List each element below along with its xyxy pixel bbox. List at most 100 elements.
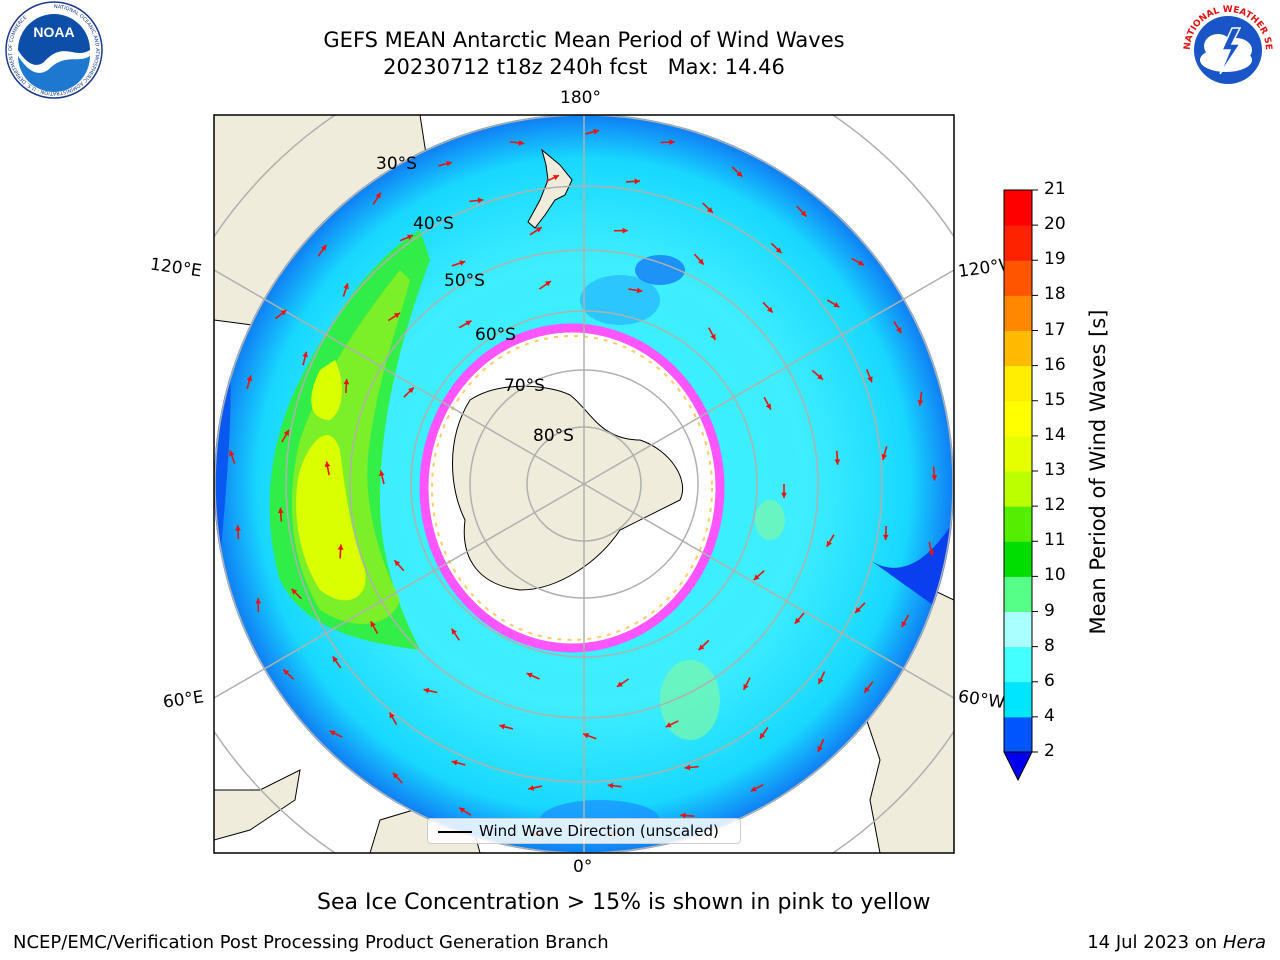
wind-arrow-head xyxy=(343,378,350,385)
wind-arrow-head xyxy=(228,450,235,457)
wind-arrow-head xyxy=(710,333,716,340)
wind-arrow-head xyxy=(477,197,484,204)
wind-arrow-head xyxy=(277,507,284,514)
wind-arrow-head xyxy=(684,764,691,771)
colorbar-tick-label: 6 xyxy=(1044,670,1055,691)
wind-arrow-head xyxy=(465,320,472,326)
colorbar-bin xyxy=(1004,646,1032,683)
colorbar-tick-label: 14 xyxy=(1044,424,1066,445)
wind-arrow-head xyxy=(446,160,452,167)
colorbar-bin xyxy=(1004,681,1032,718)
footer-machine: Hera xyxy=(1222,932,1266,953)
wind-arrow-head xyxy=(622,227,628,234)
wind-arrow-head xyxy=(634,178,640,185)
wind-arrow-head xyxy=(499,723,506,730)
colorbar-tick-label: 11 xyxy=(1044,530,1066,551)
svg-text:NOAA: NOAA xyxy=(33,24,74,40)
wind-arrow-head xyxy=(337,544,344,550)
footer-date-text: 14 Jul 2023 on xyxy=(1087,932,1223,953)
wind-arrow-head xyxy=(864,686,870,693)
wind-arrow-head xyxy=(607,782,614,789)
wind-arrow-head xyxy=(817,373,823,380)
colorbar-tick-label: 16 xyxy=(1044,354,1066,375)
wind-arrow-head xyxy=(698,644,705,651)
colorbar-tick-label: 10 xyxy=(1044,565,1066,586)
wind-arrow-head xyxy=(553,174,560,181)
colorbar-tick-label: 2 xyxy=(1044,741,1055,761)
lon-label-180: 180° xyxy=(560,88,601,108)
map-frame xyxy=(213,114,955,854)
legend-line-icon xyxy=(438,831,472,833)
colorbar-bin xyxy=(1004,716,1032,753)
lon-label-0: 0° xyxy=(573,857,593,877)
wind-arrow-head xyxy=(698,258,704,265)
colorbar-bin xyxy=(1004,400,1032,437)
noaa-logo: NOAA NATIONAL OCEANIC AND ATMOSPHERIC AD… xyxy=(5,1,103,99)
wind-arrow-head xyxy=(826,540,832,547)
wind-arrow-head xyxy=(291,588,298,595)
wind-arrow-head xyxy=(616,681,623,687)
wind-arrow-head xyxy=(917,400,924,406)
colorbar-bin xyxy=(1004,190,1032,226)
lat-label-60s: 60°S xyxy=(475,325,516,345)
colorbar-bin xyxy=(1004,225,1032,261)
wind-arrow-head xyxy=(394,560,401,567)
wind-arrow-head xyxy=(743,683,749,690)
colorbar-tick-label: 12 xyxy=(1044,495,1066,516)
wind-arrow-head xyxy=(817,745,823,752)
wind-arrow-head xyxy=(583,732,590,739)
wind-arrow-head xyxy=(255,598,262,604)
colorbar-tick-label: 4 xyxy=(1044,705,1055,726)
wind-arrow-head xyxy=(535,227,542,233)
colorbar-bin xyxy=(1004,435,1032,472)
wind-arrow-head xyxy=(896,327,902,334)
wind-arrow-head xyxy=(881,454,888,460)
colorbar-tick-label: 21 xyxy=(1044,179,1066,199)
wind-arrow-head xyxy=(324,461,331,468)
wind-arrow-head xyxy=(707,207,713,213)
wind-arrow-head xyxy=(858,260,865,266)
wind-arrow-head xyxy=(451,759,458,766)
wind-arrow-head xyxy=(302,351,308,358)
wind-arrow-head xyxy=(882,534,889,541)
colorbar-bin xyxy=(1004,541,1032,577)
wind-arrow-head xyxy=(545,281,551,287)
wind-arrow-head xyxy=(528,785,535,791)
wind-arrow-head xyxy=(931,474,938,481)
lat-label-40s: 40°S xyxy=(413,214,454,234)
footer-date: 14 Jul 2023 on Hera xyxy=(1087,932,1266,953)
lat-label-80s: 80°S xyxy=(533,426,574,446)
wind-arrow-head xyxy=(235,525,241,531)
wind-arrow-head xyxy=(343,283,349,290)
wind-arrow-head xyxy=(833,302,840,308)
colorbar-bin xyxy=(1004,365,1032,402)
colorbar-bin xyxy=(1004,330,1032,367)
wind-arrow-head xyxy=(280,309,287,316)
wind-arrow-head xyxy=(867,376,873,383)
lat-label-30s: 30°S xyxy=(376,154,417,174)
colorbar-bin xyxy=(1004,295,1032,331)
colorbar-bin xyxy=(1004,471,1032,507)
wind-arrow-head xyxy=(765,403,771,410)
colorbar-bin xyxy=(1004,576,1032,612)
wind-arrow-head xyxy=(283,429,289,436)
wind-arrow-head xyxy=(392,772,399,779)
colorbar-bin xyxy=(1004,506,1032,542)
legend-label: Wind Wave Direction (unscaled) xyxy=(479,822,719,840)
wind-arrow-head xyxy=(459,260,466,266)
wind-arrow-head xyxy=(526,672,533,679)
wind-arrow-head xyxy=(370,621,376,628)
antarctica-land xyxy=(452,385,684,591)
wind-arrow-head xyxy=(518,140,525,146)
sea-ice-caption: Sea Ice Concentration > 15% is shown in … xyxy=(317,890,931,915)
wind-arrow-head xyxy=(855,607,861,613)
wind-arrow-head xyxy=(680,812,686,819)
wind-arrow-head xyxy=(767,306,773,313)
wind-arrow-head xyxy=(834,459,841,465)
wind-arrow-head xyxy=(750,786,757,792)
wind-arrow-head xyxy=(593,128,599,135)
colorbar-tick-label: 19 xyxy=(1044,249,1066,270)
wind-arrow-head xyxy=(283,669,290,676)
wind-arrow-head xyxy=(665,722,672,728)
